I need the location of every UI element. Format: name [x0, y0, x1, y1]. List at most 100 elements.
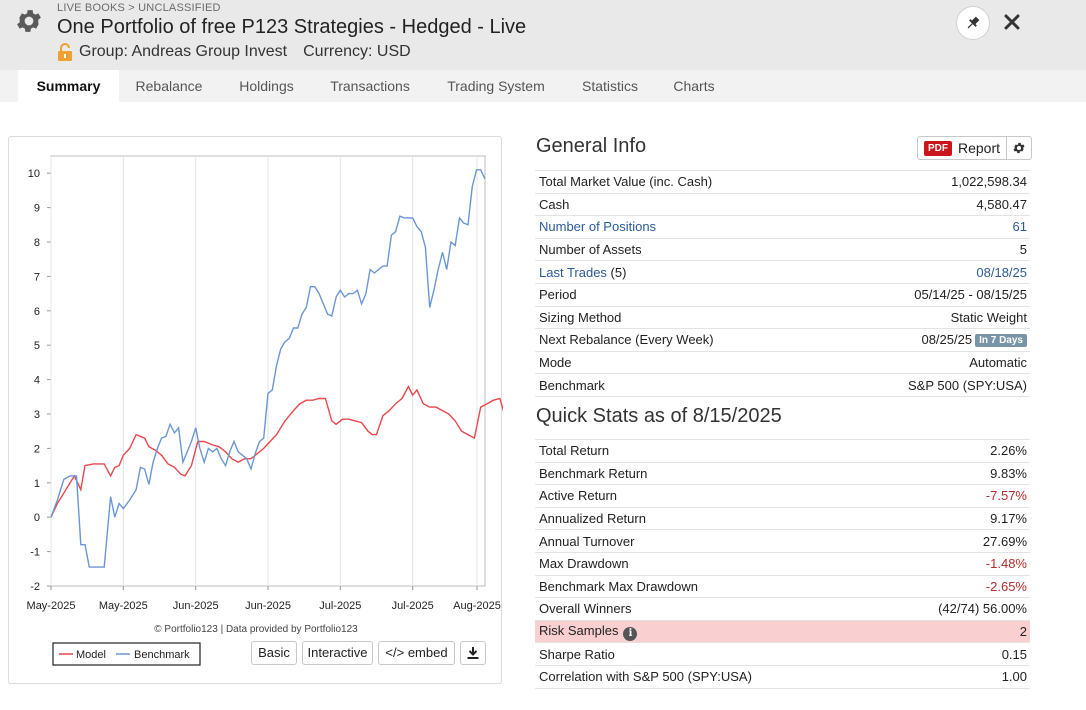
- row-label: Overall Winners: [535, 597, 880, 621]
- download-icon: [467, 647, 479, 659]
- unlock-icon[interactable]: [57, 43, 73, 61]
- row-label: Active Return: [535, 484, 880, 508]
- y-tick-label: 9: [34, 203, 40, 215]
- last-trades-link[interactable]: Last Trades: [539, 264, 607, 280]
- y-tick-label: 7: [34, 271, 40, 283]
- row-label: Total Return: [535, 439, 880, 463]
- header: LIVE BOOKS > UNCLASSIFIED One Portfolio …: [0, 0, 1086, 70]
- gear-icon[interactable]: [14, 6, 44, 36]
- row-value: 5: [827, 238, 1030, 262]
- quick-stats-table: Total Return 2.26% Benchmark Return 9.83…: [535, 439, 1030, 689]
- table-row: Mode Automatic: [535, 351, 1030, 375]
- row-label: Risk Samples: [539, 622, 619, 638]
- info-icon[interactable]: i: [623, 626, 638, 641]
- row-label: Sizing Method: [535, 306, 828, 330]
- row-value: Automatic: [827, 351, 1030, 375]
- x-tick-label: Jun-2025: [245, 600, 291, 612]
- download-button[interactable]: [460, 641, 486, 665]
- row-label: Sharpe Ratio: [535, 642, 880, 666]
- x-tick-label: May-2025: [27, 600, 76, 612]
- table-row: Annual Turnover 27.69%: [535, 529, 1030, 553]
- table-row: Correlation with S&P 500 (SPY:USA) 1.00: [535, 665, 1030, 689]
- y-tick-label: 4: [34, 375, 40, 387]
- y-tick-label: 10: [28, 168, 40, 180]
- chart-panel: -2 -1 0 1 2 3 4 5 6 7 8 9 10 May-2025 May-2025 Jun-202…: [8, 136, 503, 685]
- legend-model-label[interactable]: Model: [76, 649, 106, 661]
- table-row: Period 05/14/25 - 08/15/25: [535, 283, 1030, 307]
- table-row: Number of Positions 61: [535, 215, 1030, 239]
- series-line-benchmark[interactable]: [50, 169, 486, 568]
- number-of-positions-link[interactable]: Number of Positions: [535, 215, 828, 239]
- chart-legend: Model Benchmark: [52, 642, 201, 666]
- y-tick-label: 0: [34, 512, 40, 524]
- tab-trading-system[interactable]: Trading System: [447, 78, 545, 94]
- breadcrumb[interactable]: LIVE BOOKS > UNCLASSIFIED: [57, 2, 221, 14]
- table-row: Number of Assets 5: [535, 238, 1030, 262]
- y-tick-label: -1: [30, 547, 40, 559]
- row-label: Max Drawdown: [535, 552, 880, 576]
- series-line-model[interactable]: [50, 384, 503, 518]
- table-row: Max Drawdown -1.48%: [535, 552, 1030, 576]
- row-value: Static Weight: [827, 306, 1030, 330]
- general-info-title: General Info: [536, 135, 647, 157]
- legend-benchmark-label[interactable]: Benchmark: [134, 649, 190, 661]
- table-row: Last Trades (5) 08/18/25: [535, 260, 1030, 284]
- table-row: Sharpe Ratio 0.15: [535, 642, 1030, 666]
- row-value: 2: [879, 620, 1030, 644]
- row-label: Mode: [535, 351, 828, 375]
- x-tick-label: Aug-2025: [453, 600, 501, 612]
- number-of-positions-value-link[interactable]: 61: [827, 215, 1030, 239]
- tab-summary[interactable]: Summary: [18, 70, 119, 102]
- quick-stats-title: Quick Stats as of 8/15/2025: [536, 405, 782, 427]
- close-button[interactable]: [998, 8, 1026, 36]
- table-row: Sizing Method Static Weight: [535, 306, 1030, 330]
- row-label: Benchmark: [535, 373, 828, 397]
- row-value: 2.26%: [879, 439, 1030, 463]
- report-label: Report: [958, 140, 1001, 156]
- report-button[interactable]: PDF Report: [918, 137, 1008, 159]
- interactive-button[interactable]: Interactive: [302, 641, 373, 665]
- table-row: Annualized Return 9.17%: [535, 507, 1030, 531]
- table-row: Cash 4,580.47: [535, 193, 1030, 217]
- row-label: Cash: [535, 193, 828, 217]
- tab-bar: Summary Rebalance Holdings Transactions …: [0, 70, 1086, 102]
- pin-icon: [967, 16, 980, 29]
- y-tick-label: -2: [30, 581, 40, 593]
- group-line: Group: Andreas Group Invest Currency: US…: [57, 43, 411, 61]
- performance-chart[interactable]: -2 -1 0 1 2 3 4 5 6 7 8 9 10 May-2025 May-2025 Jun-202…: [9, 137, 503, 685]
- table-row: Overall Winners (42/74) 56.00%: [535, 597, 1030, 621]
- y-tick-label: 5: [34, 340, 40, 352]
- y-tick-label: 3: [34, 409, 40, 421]
- gear-icon: [1013, 142, 1025, 154]
- tab-transactions[interactable]: Transactions: [330, 78, 410, 94]
- row-value-cell: 08/25/25 In 7 Days: [827, 328, 1030, 352]
- row-value: 27.69%: [879, 529, 1030, 553]
- table-row: Next Rebalance (Every Week) 08/25/25 In 7…: [535, 328, 1030, 352]
- y-tick-label: 8: [34, 237, 40, 249]
- report-button-group: PDF Report: [917, 136, 1033, 160]
- tab-rebalance[interactable]: Rebalance: [135, 78, 203, 94]
- tab-statistics[interactable]: Statistics: [581, 78, 638, 94]
- table-row: Benchmark Max Drawdown -2.65%: [535, 575, 1030, 599]
- row-label: Total Market Value (inc. Cash): [535, 170, 828, 194]
- tab-holdings[interactable]: Holdings: [239, 78, 294, 94]
- x-tick-label: Jul-2025: [392, 600, 434, 612]
- row-label: Number of Assets: [535, 238, 828, 262]
- tab-charts[interactable]: Charts: [673, 78, 715, 94]
- y-tick-label: 1: [34, 478, 40, 490]
- row-value: 9.83%: [879, 462, 1030, 486]
- y-tick-label: 6: [34, 306, 40, 318]
- x-tick-label: Jun-2025: [173, 600, 219, 612]
- pin-button[interactable]: [956, 6, 990, 40]
- basic-button[interactable]: Basic: [251, 641, 297, 665]
- row-label: Annualized Return: [535, 507, 880, 531]
- embed-button[interactable]: </> embed: [378, 641, 455, 665]
- general-info-table: Total Market Value (inc. Cash) 1,022,598…: [535, 170, 1030, 397]
- x-tick-label: Jul-2025: [319, 600, 361, 612]
- table-row: Active Return -7.57%: [535, 484, 1030, 508]
- last-trades-date-link[interactable]: 08/18/25: [827, 260, 1030, 284]
- report-settings-button[interactable]: [1007, 137, 1031, 159]
- table-row: Total Market Value (inc. Cash) 1,022,598…: [535, 170, 1030, 194]
- currency-label: Currency: USD: [303, 43, 411, 60]
- row-value: 05/14/25 - 08/15/25: [827, 283, 1030, 307]
